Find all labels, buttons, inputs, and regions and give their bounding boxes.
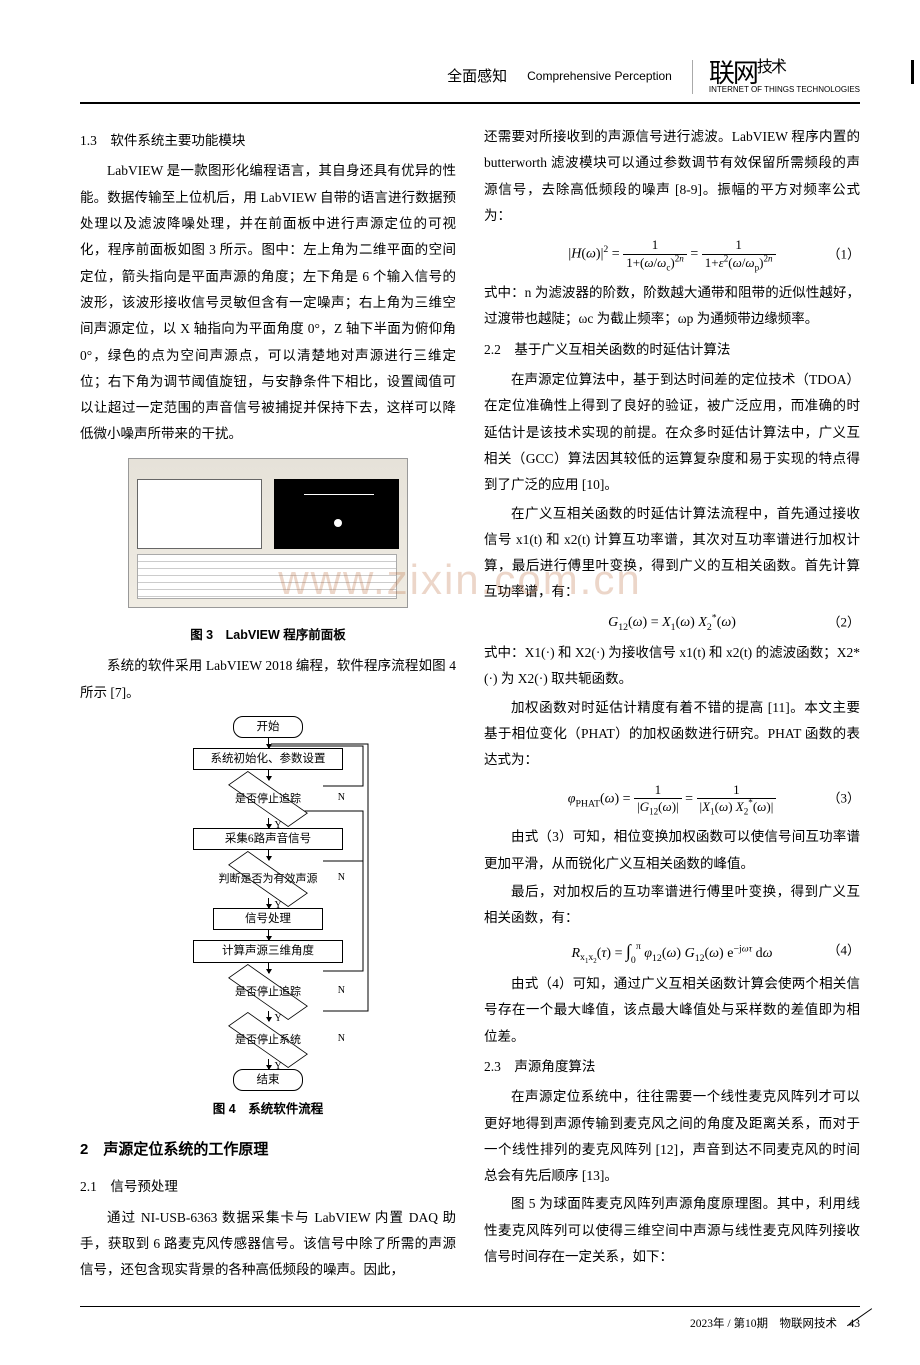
eqnum-1: （1） bbox=[827, 246, 860, 263]
para-r4: 在广义互相关函数的时延估计算法流程中，首先通过接收信号 x1(t) 和 x2(t… bbox=[484, 501, 860, 606]
equation-3: φPHAT(ω) = 1|G12(ω)| = 1|X1(ω) X2*(ω)| （… bbox=[484, 782, 860, 817]
para-l1: LabVIEW 是一款图形化编程语言，其自身还具有优异的性能。数据传输至上位机后… bbox=[80, 158, 456, 447]
flow-n-label: N bbox=[338, 788, 345, 808]
para-r5: 式中：X1(·) 和 X2(·) 为接收信号 x1(t) 和 x2(t) 的滤波… bbox=[484, 640, 860, 693]
flow-collect: 采集6路声音信号 bbox=[193, 828, 343, 850]
journal-logo: 联网技术 INTERNET OF THINGS TECHNOLOGIES bbox=[692, 60, 860, 94]
para-r9: 由式（4）可知，通过广义互相关函数计算会使两个相关信号存在一个最大峰值，该点最大… bbox=[484, 971, 860, 1050]
logo-text-main: 联网 bbox=[709, 58, 757, 88]
eqnum-3: （3） bbox=[827, 790, 860, 807]
equation-2: G12(ω) = X1(ω) X2*(ω) （2） bbox=[484, 614, 860, 632]
flow-d1: 是否停止追踪 N bbox=[193, 780, 343, 818]
equation-1: |H(ω)|2 = 11+(ω/ωc)2n = 11+ε2(ω/ωp)2n （1… bbox=[484, 237, 860, 272]
equation-4: Rx1x2(τ) = ∫0π φ12(ω) G12(ω) e−jωτ dω （4… bbox=[484, 940, 860, 963]
logo-subtitle: INTERNET OF THINGS TECHNOLOGIES bbox=[709, 86, 860, 94]
para-l2: 系统的软件采用 LabVIEW 2018 编程，软件程序流程如图 4 所示 [7… bbox=[80, 653, 456, 706]
flow-n-label3: N bbox=[338, 981, 345, 1001]
eqnum-2: （2） bbox=[827, 614, 860, 631]
flow-compute: 计算声源三维角度 bbox=[193, 940, 343, 962]
two-column-body: 1.3 软件系统主要功能模块 LabVIEW 是一款图形化编程语言，其自身还具有… bbox=[80, 124, 860, 1286]
para-l3: 通过 NI-USB-6363 数据采集卡与 LabVIEW 内置 DAQ 助手，… bbox=[80, 1205, 456, 1284]
page-footer: 2023年 / 第10期 物联网技术 43 bbox=[80, 1306, 860, 1335]
footer-slash-icon bbox=[847, 1308, 883, 1342]
para-r2: 式中：n 为滤波器的阶数，阶数越大通带和阻带的近似性越好，过渡带也越陡；ωc 为… bbox=[484, 280, 860, 333]
para-r11: 图 5 为球面阵麦克风阵列声源角度原理图。其中，利用线性麦克风阵列可以使得三维空… bbox=[484, 1191, 860, 1270]
eqnum-4: （4） bbox=[827, 943, 860, 960]
figure-4: 开始 系统初始化、参数设置 是否停止追踪 N Y 采集6路声音信号 判断是否为有… bbox=[80, 716, 456, 1121]
flow-d3: 是否停止追踪 N bbox=[193, 973, 343, 1011]
figure-3: 图 3 LabVIEW 程序前面板 bbox=[80, 458, 456, 648]
flow-d4: 是否停止系统 N bbox=[193, 1021, 343, 1059]
heading-2: 2 声源定位系统的工作原理 bbox=[80, 1135, 456, 1164]
flow-n-label4: N bbox=[338, 1029, 345, 1049]
header-title-cn: 全面感知 bbox=[447, 62, 507, 91]
flow-y-label4: Y bbox=[275, 1057, 282, 1077]
flow-y-label: Y bbox=[275, 816, 282, 836]
flow-init: 系统初始化、参数设置 bbox=[193, 748, 343, 770]
flow-process: 信号处理 bbox=[213, 908, 323, 930]
figure-3-image bbox=[128, 458, 408, 608]
flow-start: 开始 bbox=[233, 716, 303, 738]
right-column: 还需要对所接收到的声源信号进行滤波。LabVIEW 程序内置的 butterwo… bbox=[484, 124, 860, 1286]
flowchart: 开始 系统初始化、参数设置 是否停止追踪 N Y 采集6路声音信号 判断是否为有… bbox=[153, 716, 383, 1091]
para-r1: 还需要对所接收到的声源信号进行滤波。LabVIEW 程序内置的 butterwo… bbox=[484, 124, 860, 229]
para-r6: 加权函数对时延估计精度有着不错的提高 [11]。本文主要基于相位变化（PHAT）… bbox=[484, 695, 860, 774]
figure-3-caption: 图 3 LabVIEW 程序前面板 bbox=[80, 623, 456, 647]
heading-2-1: 2.1 信号预处理 bbox=[80, 1174, 456, 1200]
logo-text-side: 技术 bbox=[757, 59, 785, 76]
para-r10: 在声源定位系统中，往往需要一个线性麦克风阵列才可以更好地得到声源传输到麦克风之间… bbox=[484, 1084, 860, 1189]
header-title-en: Comprehensive Perception bbox=[527, 65, 672, 88]
para-r7: 由式（3）可知，相位变换加权函数可以使信号间互功率谱更加平滑，从而锐化广义互相关… bbox=[484, 824, 860, 877]
left-column: 1.3 软件系统主要功能模块 LabVIEW 是一款图形化编程语言，其自身还具有… bbox=[80, 124, 456, 1286]
page-header: 全面感知 Comprehensive Perception 联网技术 INTER… bbox=[80, 60, 860, 104]
figure-4-caption: 图 4 系统软件流程 bbox=[80, 1097, 456, 1121]
para-r3: 在声源定位算法中，基于到达时间差的定位技术（TDOA）在定位准确性上得到了良好的… bbox=[484, 367, 860, 499]
flow-d2: 判断是否为有效声源 N bbox=[193, 860, 343, 898]
footer-text: 2023年 / 第10期 物联网技术 43 bbox=[690, 1318, 860, 1330]
page-edge-mark bbox=[911, 60, 914, 84]
heading-2-3: 2.3 声源角度算法 bbox=[484, 1054, 860, 1080]
flow-n-label2: N bbox=[338, 868, 345, 888]
para-r8: 最后，对加权后的互功率谱进行傅里叶变换，得到广义互相关函数，有： bbox=[484, 879, 860, 932]
flow-y-label2: Y bbox=[275, 896, 282, 916]
heading-1-3: 1.3 软件系统主要功能模块 bbox=[80, 128, 456, 154]
heading-2-2: 2.2 基于广义互相关函数的时延估计算法 bbox=[484, 337, 860, 363]
flow-end: 结束 bbox=[233, 1069, 303, 1091]
